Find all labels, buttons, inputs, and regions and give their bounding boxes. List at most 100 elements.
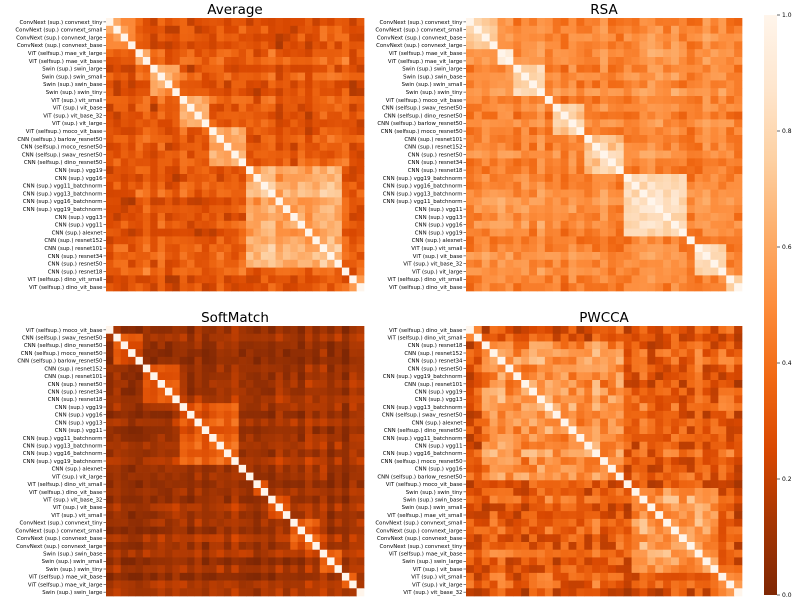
heatmap-cell <box>623 434 632 443</box>
heatmap-cell <box>600 457 609 466</box>
row-label: Swin (sup.) swin_base <box>43 82 103 88</box>
heatmap-cell <box>106 57 114 66</box>
heatmap-cell <box>552 57 561 66</box>
heatmap-cell <box>513 364 522 373</box>
heatmap-cell <box>647 127 656 136</box>
heatmap-cell <box>473 464 483 473</box>
heatmap-cell <box>187 80 195 89</box>
heatmap-cell <box>473 88 483 97</box>
heatmap-cell <box>734 364 743 373</box>
heatmap-cell <box>568 57 577 66</box>
heatmap-cell <box>238 449 247 458</box>
heatmap-cell <box>576 174 585 183</box>
heatmap-cell <box>128 267 136 276</box>
heatmap-cell <box>260 127 269 136</box>
heatmap-cell <box>513 275 522 284</box>
heatmap-cell <box>686 189 696 198</box>
heatmap-cell <box>312 127 321 136</box>
heatmap-cell <box>290 213 299 222</box>
heatmap-cell <box>268 488 276 497</box>
heatmap-cell <box>607 418 617 427</box>
heatmap-cell <box>231 283 240 292</box>
heatmap-cell <box>686 426 696 435</box>
heatmap-cell <box>560 25 569 34</box>
heatmap-cell <box>584 158 593 167</box>
heatmap-cell <box>341 213 350 222</box>
heatmap-cell <box>356 213 365 222</box>
heatmap-cell <box>128 364 136 373</box>
heatmap-cell <box>305 142 313 151</box>
heatmap-cell <box>187 213 195 222</box>
heatmap-cell <box>678 25 688 34</box>
heatmap-cell <box>142 25 151 34</box>
heatmap-cell <box>702 150 711 159</box>
heatmap-cell <box>231 252 240 261</box>
heatmap-cell <box>201 119 210 128</box>
heatmap-cell <box>142 495 151 504</box>
heatmap-cell <box>544 387 554 396</box>
heatmap-cell <box>201 49 210 58</box>
heatmap-cell <box>607 111 617 120</box>
heatmap-cell <box>349 549 357 558</box>
heatmap-cell <box>600 72 609 81</box>
heatmap-cell <box>164 189 173 198</box>
heatmap-cell <box>473 434 483 443</box>
heatmap-cell <box>201 181 210 190</box>
heatmap-cell <box>327 542 335 551</box>
heatmap-cell <box>584 372 593 381</box>
heatmap-cell <box>734 542 743 551</box>
heatmap-cell <box>268 426 276 435</box>
heatmap-cell <box>631 142 640 151</box>
heatmap-cell <box>231 142 240 151</box>
heatmap-cell <box>584 259 593 268</box>
heatmap-cell <box>128 96 136 105</box>
heatmap-cell <box>631 119 640 128</box>
heatmap-cell <box>536 275 546 284</box>
heatmap-cell <box>246 511 254 520</box>
heatmap-cell <box>253 236 262 245</box>
heatmap-cell <box>150 135 158 144</box>
heatmap-cell <box>157 434 166 443</box>
heatmap-cell <box>481 267 491 276</box>
heatmap-cell <box>505 349 514 358</box>
heatmap-cell <box>694 349 703 358</box>
heatmap-cell <box>209 511 217 520</box>
heatmap-cell <box>216 72 225 81</box>
heatmap-cell <box>544 333 554 342</box>
heatmap-cell <box>268 511 276 520</box>
heatmap-cell <box>268 142 276 151</box>
heatmap-cell <box>356 197 365 206</box>
heatmap-cell <box>231 480 240 489</box>
heatmap-cell <box>209 326 217 335</box>
heatmap-cell <box>268 80 276 89</box>
heatmap-cell <box>157 572 166 581</box>
heatmap-cell <box>663 41 672 50</box>
heatmap-cell <box>710 64 719 73</box>
heatmap-cell <box>172 503 181 512</box>
heatmap-cell <box>187 449 195 458</box>
heatmap-cell <box>106 88 114 97</box>
heatmap-cell <box>142 158 151 167</box>
heatmap-cell <box>223 127 232 136</box>
heatmap-cell <box>734 244 743 253</box>
heatmap-cell <box>489 549 498 558</box>
heatmap-cell <box>120 534 129 543</box>
heatmap-cell <box>505 88 514 97</box>
heatmap-cell <box>576 441 585 450</box>
heatmap-cell <box>726 333 735 342</box>
heatmap-cell <box>260 158 269 167</box>
heatmap-cell <box>172 495 181 504</box>
heatmap-cell <box>686 480 696 489</box>
heatmap-cell <box>655 410 664 419</box>
heatmap-cell <box>686 518 696 527</box>
heatmap-cell <box>663 534 672 543</box>
heatmap-cell <box>297 542 306 551</box>
heatmap-cell <box>194 197 203 206</box>
heatmap-cell <box>238 380 247 389</box>
heatmap-cell <box>268 252 276 261</box>
heatmap-cell <box>106 341 114 350</box>
heatmap-cell <box>231 189 240 198</box>
heatmap-cell <box>710 181 719 190</box>
heatmap-cell <box>710 426 719 435</box>
heatmap-cell <box>726 511 735 520</box>
